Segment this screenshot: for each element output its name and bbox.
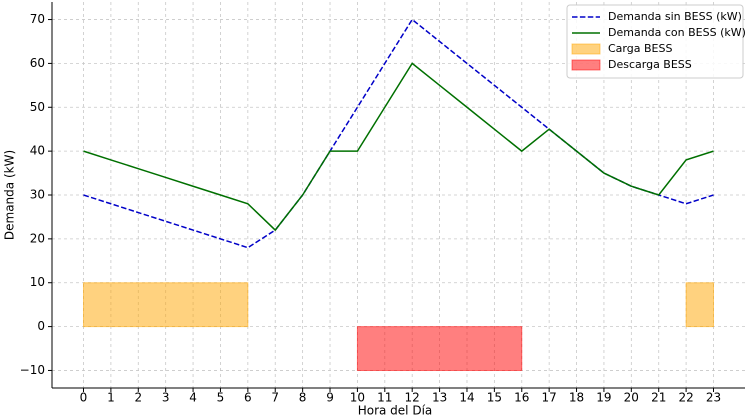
x-tick-label: 21 <box>651 391 666 405</box>
y-tick-label: 20 <box>30 231 45 245</box>
x-tick-label: 0 <box>80 391 88 405</box>
x-tick-label: 22 <box>678 391 693 405</box>
x-tick-label: 20 <box>624 391 639 405</box>
x-tick-label: 9 <box>326 391 334 405</box>
legend-label: Carga BESS <box>608 42 672 55</box>
y-tick-label: 50 <box>30 100 45 114</box>
x-tick-label: 19 <box>596 391 611 405</box>
x-tick-label: 2 <box>134 391 142 405</box>
x-axis-label: Hora del Día <box>358 404 433 418</box>
x-tick-label: 11 <box>377 391 392 405</box>
legend-label: Demanda con BESS (kW) <box>608 26 746 39</box>
legend: Demanda sin BESS (kW) Demanda con BESS (k… <box>566 4 746 79</box>
legend-label: Descarga BESS <box>608 58 692 71</box>
x-tick-label: 23 <box>706 391 721 405</box>
y-tick-label: −10 <box>20 363 45 377</box>
x-tick-label: 6 <box>244 391 252 405</box>
y-tick-label: 0 <box>37 319 45 333</box>
y-tick-label: 40 <box>30 144 45 158</box>
y-tick-label: 60 <box>30 56 45 70</box>
x-tick-label: 16 <box>514 391 529 405</box>
x-tick-label: 18 <box>569 391 584 405</box>
x-tick-label: 17 <box>542 391 557 405</box>
x-tick-label: 15 <box>487 391 502 405</box>
area <box>356 326 523 371</box>
x-tick-label: 14 <box>459 391 474 405</box>
x-tick-label: 8 <box>299 391 307 405</box>
legend-swatch <box>571 43 601 55</box>
legend-label: Demanda sin BESS (kW) <box>608 10 742 23</box>
x-tick-label: 12 <box>405 391 420 405</box>
x-tick-label: 3 <box>162 391 170 405</box>
y-tick-label: 30 <box>30 188 45 202</box>
x-tick-label: 13 <box>432 391 447 405</box>
y-tick-label: 70 <box>30 12 45 26</box>
area <box>83 282 714 328</box>
legend-box <box>566 4 744 79</box>
legend-swatch <box>571 59 601 71</box>
y-axis-label: Demanda (kW) <box>3 150 17 240</box>
line <box>83 62 714 232</box>
x-tick-label: 7 <box>271 391 279 405</box>
x-tick-label: 5 <box>217 391 225 405</box>
y-tick-label: 10 <box>30 275 45 289</box>
x-tick-label: 10 <box>350 391 365 405</box>
x-tick-label: 4 <box>189 391 197 405</box>
x-tick-label: 1 <box>107 391 115 405</box>
